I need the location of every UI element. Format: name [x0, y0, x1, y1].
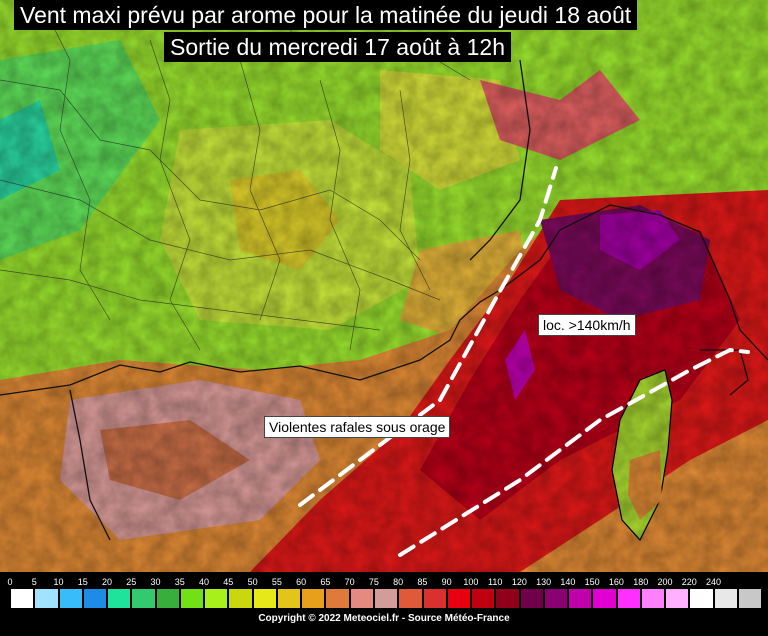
title-line-1: Vent maxi prévu par arome pour la matiné…: [14, 0, 638, 30]
legend-swatch: [179, 588, 205, 609]
legend-swatch: [519, 588, 544, 609]
legend-swatch: [82, 588, 108, 609]
wind-legend: 0 5 10 15 20 25 30 35 40 45 50 55 60 65 70 75 80 85 90 100 1…: [0, 572, 768, 636]
legend-tick: 160: [608, 577, 624, 587]
legend-tick: 45: [223, 577, 234, 587]
legend-tick: 75: [368, 577, 379, 587]
legend-tick: 0: [7, 577, 13, 587]
legend-swatches: [10, 588, 763, 609]
legend-swatch: [131, 588, 156, 609]
legend-swatch: [616, 588, 641, 609]
legend-swatch: [301, 588, 326, 609]
legend-tick: 55: [271, 577, 282, 587]
legend-swatch: [228, 588, 253, 609]
borders: [0, 59, 768, 541]
legend-tick: 50: [247, 577, 258, 587]
legend-ticks: 0 5 10 15 20 25 30 35 40 45 50 55 60 65 70 75 80 85 90 100 1…: [0, 576, 768, 588]
legend-tick: 200: [657, 577, 673, 587]
legend-swatch: [107, 588, 132, 609]
legend-tick: 10: [53, 577, 64, 587]
legend-tick: 40: [199, 577, 210, 587]
legend-tick: 70: [344, 577, 355, 587]
legend-swatch: [58, 588, 83, 609]
legend-swatch: [349, 588, 374, 609]
legend-swatch: [665, 588, 690, 609]
legend-tick: 85: [417, 577, 428, 587]
legend-swatch: [276, 588, 302, 609]
legend-tick: 25: [126, 577, 137, 587]
copyright-text: Copyright © 2022 Meteociel.fr - Source M…: [258, 613, 510, 624]
legend-swatch: [495, 588, 520, 609]
legend-swatch: [252, 588, 277, 609]
legend-tick: 60: [296, 577, 307, 587]
legend-tick: 110: [487, 577, 503, 587]
legend-tick: 130: [536, 577, 552, 587]
legend-swatch: [422, 588, 447, 609]
legend-tick: 220: [681, 577, 697, 587]
legend-swatch: [155, 588, 180, 609]
legend-tick: 100: [463, 577, 479, 587]
legend-tick: 15: [77, 577, 88, 587]
legend-swatch: [713, 588, 738, 609]
legend-swatch: [568, 588, 593, 609]
legend-swatch: [204, 588, 229, 609]
legend-tick: 35: [174, 577, 185, 587]
legend-swatch: [543, 588, 569, 609]
legend-swatch: [689, 588, 714, 609]
legend-tick: 30: [150, 577, 161, 587]
legend-swatch: [737, 588, 763, 609]
legend-tick: 90: [441, 577, 452, 587]
legend-swatch: [373, 588, 399, 609]
legend-tick: 120: [511, 577, 527, 587]
legend-swatch: [325, 588, 350, 609]
legend-tick: 20: [102, 577, 113, 587]
legend-tick: 5: [31, 577, 37, 587]
legend-tick: 65: [320, 577, 331, 587]
legend-swatch: [10, 588, 35, 609]
legend-swatch: [471, 588, 496, 609]
legend-tick: 150: [584, 577, 600, 587]
legend-tick: 80: [393, 577, 404, 587]
local-max-annotation: loc. >140km/h: [538, 314, 636, 336]
legend-tick: 140: [560, 577, 576, 587]
departments: [0, 0, 471, 351]
legend-tick: 180: [633, 577, 649, 587]
legend-swatch: [446, 588, 472, 609]
title-line-2: Sortie du mercredi 17 août à 12h: [164, 32, 511, 62]
legend-swatch: [640, 588, 666, 609]
legend-tick: 240: [705, 577, 721, 587]
texture: [0, 0, 768, 572]
gusts-annotation: Violentes rafales sous orage: [264, 416, 451, 438]
legend-swatch: [34, 588, 59, 609]
legend-swatch: [592, 588, 617, 609]
legend-swatch: [398, 588, 423, 609]
